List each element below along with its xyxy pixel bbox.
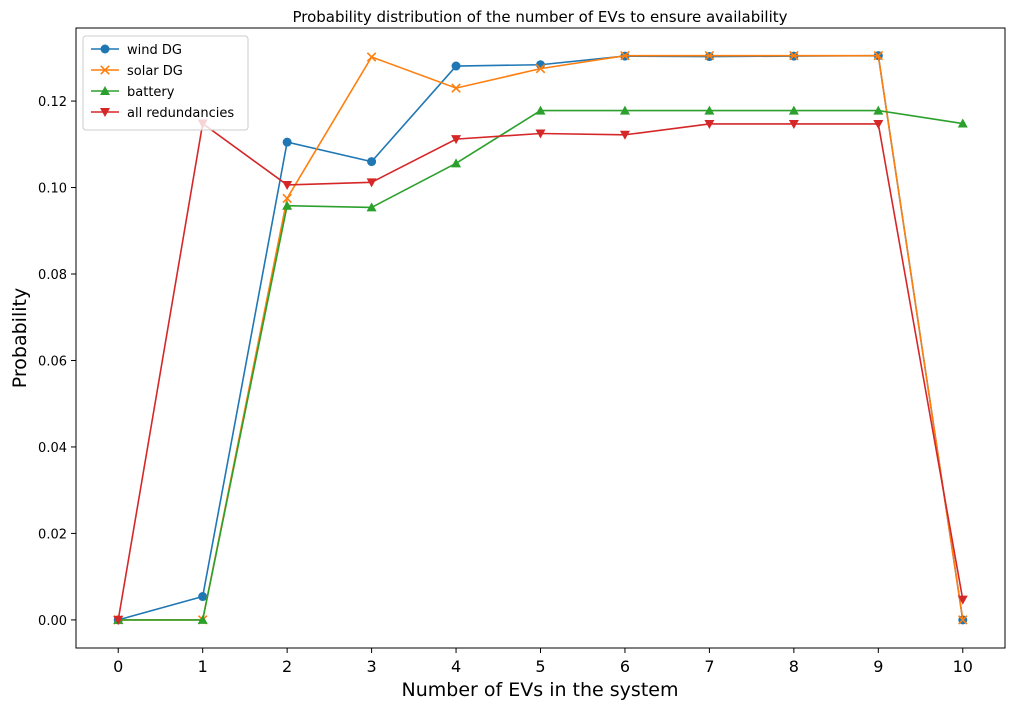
legend-box xyxy=(82,35,249,131)
data-point xyxy=(113,615,124,625)
data-point xyxy=(873,105,884,115)
data-point xyxy=(619,105,630,115)
legend-label: all redundancies xyxy=(127,106,234,121)
data-point xyxy=(620,50,630,61)
x-tick-label: 9 xyxy=(873,657,883,676)
x-tick-label: 1 xyxy=(198,657,208,676)
data-point xyxy=(282,193,292,204)
legend: wind DG solar DG battery all redundancies xyxy=(82,35,249,131)
series-battery xyxy=(113,105,968,624)
y-tick-label: 0.00 xyxy=(38,614,67,629)
data-point xyxy=(451,135,462,145)
x-tick-label: 2 xyxy=(282,657,292,676)
series-all-redundancies xyxy=(113,119,968,625)
data-point xyxy=(198,592,208,602)
y-tick-label: 0.08 xyxy=(38,268,67,283)
data-point xyxy=(197,614,208,624)
y-tick-label: 0.10 xyxy=(38,182,67,197)
data-point xyxy=(619,130,630,140)
x-tick-label: 8 xyxy=(789,657,799,676)
x-tick-label: 10 xyxy=(953,657,973,676)
data-point xyxy=(366,52,377,62)
legend-marker xyxy=(100,108,110,117)
data-point xyxy=(367,157,377,167)
data-point xyxy=(535,129,546,139)
data-point xyxy=(451,83,461,93)
x-tick-label: 6 xyxy=(620,657,630,676)
x-tick-label: 4 xyxy=(451,657,461,676)
data-point xyxy=(535,63,546,74)
data-point xyxy=(789,50,799,61)
data-point xyxy=(704,105,715,115)
chart-title: Probability distribution of the number o… xyxy=(292,8,787,26)
data-point xyxy=(957,595,968,605)
data-point xyxy=(788,105,799,115)
data-point xyxy=(957,118,968,128)
data-point xyxy=(282,137,292,147)
x-tick-label: 3 xyxy=(366,657,376,676)
x-tick-label: 5 xyxy=(535,657,545,676)
y-tick-label: 0.02 xyxy=(38,527,67,542)
data-point xyxy=(704,119,715,129)
y-tick-label: 0.04 xyxy=(38,441,67,456)
legend-marker xyxy=(100,44,110,54)
x-axis-label: Number of EVs in the system xyxy=(402,679,679,701)
data-point xyxy=(451,61,461,71)
x-tick-label: 7 xyxy=(704,657,714,676)
data-point xyxy=(366,202,377,212)
legend-marker xyxy=(100,86,110,95)
data-point xyxy=(282,200,293,210)
data-point xyxy=(282,180,293,190)
x-tick-label: 0 xyxy=(113,657,123,676)
legend-marker xyxy=(100,65,110,75)
data-point xyxy=(535,105,546,115)
series-line xyxy=(118,54,964,621)
legend-label: battery xyxy=(127,85,175,100)
y-tick-label: 0.06 xyxy=(38,354,67,369)
data-point xyxy=(704,50,715,61)
series-line xyxy=(118,54,964,621)
legend-label: wind DG xyxy=(127,43,182,58)
data-point xyxy=(873,50,884,61)
y-axis-label: Probability xyxy=(9,288,31,388)
data-point xyxy=(366,178,377,188)
data-point xyxy=(873,119,884,129)
data-point xyxy=(451,158,462,168)
data-point xyxy=(958,615,968,625)
data-point xyxy=(788,119,799,129)
legend-label: solar DG xyxy=(127,64,183,79)
y-tick-label: 0.12 xyxy=(38,95,67,110)
